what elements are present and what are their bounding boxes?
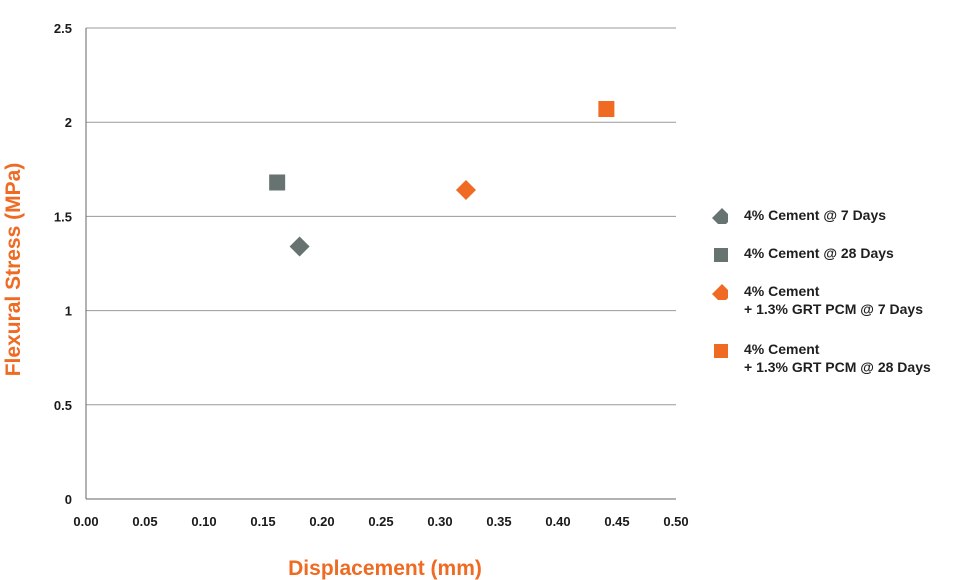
x-tick-label: 0.15 (250, 514, 275, 529)
data-point-square (598, 101, 615, 118)
legend-marker-shape (712, 284, 728, 300)
legend-label: + 1.3% GRT PCM @ 28 Days (744, 359, 931, 375)
y-tick-label: 0.5 (54, 398, 72, 413)
y-tick-label: 2.5 (54, 21, 72, 36)
legend-item: 4% Cement + 1.3% GRT PCM @ 7 Days (708, 282, 958, 318)
legend-square-marker (714, 344, 728, 358)
data-points (269, 101, 615, 257)
legend-marker-shape (714, 248, 728, 262)
x-tick-label: 0.30 (427, 514, 452, 529)
legend-square-marker (714, 248, 728, 262)
legend-label: 4% Cement @ 28 Days (744, 245, 894, 261)
legend-label: + 1.3% GRT PCM @ 7 Days (744, 301, 923, 317)
x-axis-title: Displacement (mm) (288, 557, 482, 580)
data-point-diamond (455, 180, 476, 201)
legend-item: 4% Cement @ 28 Days (708, 244, 958, 262)
y-tick-label: 0 (65, 492, 72, 507)
x-tick-label: 0.50 (663, 514, 688, 529)
y-tick-labels: 0 0.5 1 1.5 2 2.5 (54, 21, 72, 507)
data-point-square (269, 174, 286, 191)
legend-label: 4% Cement @ 7 Days (744, 207, 887, 223)
legend-marker-shape (712, 208, 728, 224)
x-tick-label: 0.35 (486, 514, 511, 529)
legend-diamond-marker (712, 208, 728, 224)
x-tick-label: 0.45 (604, 514, 629, 529)
x-tick-labels: 0.00 0.05 0.10 0.15 0.20 0.25 0.30 0.35 0.40 0.45… (73, 514, 688, 529)
legend-marker-shape (714, 344, 728, 358)
y-tick-label: 1 (65, 304, 72, 319)
y-tick-label: 1.5 (54, 209, 72, 224)
legend-item: 4% Cement + 1.3% GRT PCM @ 28 Days (708, 340, 958, 376)
legend-label: 4% Cement (744, 341, 820, 357)
axes (85, 28, 676, 500)
y-axis-title: Flexural Stress (MPa) (2, 163, 25, 377)
chart-legend: 4% Cement @ 7 Days 4% Cement @ 28 Days 4% … (708, 206, 958, 398)
x-tick-label: 0.00 (73, 514, 98, 529)
legend-label: 4% Cement (744, 283, 820, 299)
data-point-diamond (289, 236, 310, 257)
x-tick-label: 0.05 (132, 514, 157, 529)
y-tick-label: 2 (65, 115, 72, 130)
gridlines (86, 27, 676, 406)
x-tick-label: 0.20 (309, 514, 334, 529)
x-tick-label: 0.40 (545, 514, 570, 529)
x-tick-label: 0.10 (191, 514, 216, 529)
x-tick-label: 0.25 (368, 514, 393, 529)
legend-item: 4% Cement @ 7 Days (708, 206, 958, 224)
legend-diamond-marker (712, 284, 728, 300)
